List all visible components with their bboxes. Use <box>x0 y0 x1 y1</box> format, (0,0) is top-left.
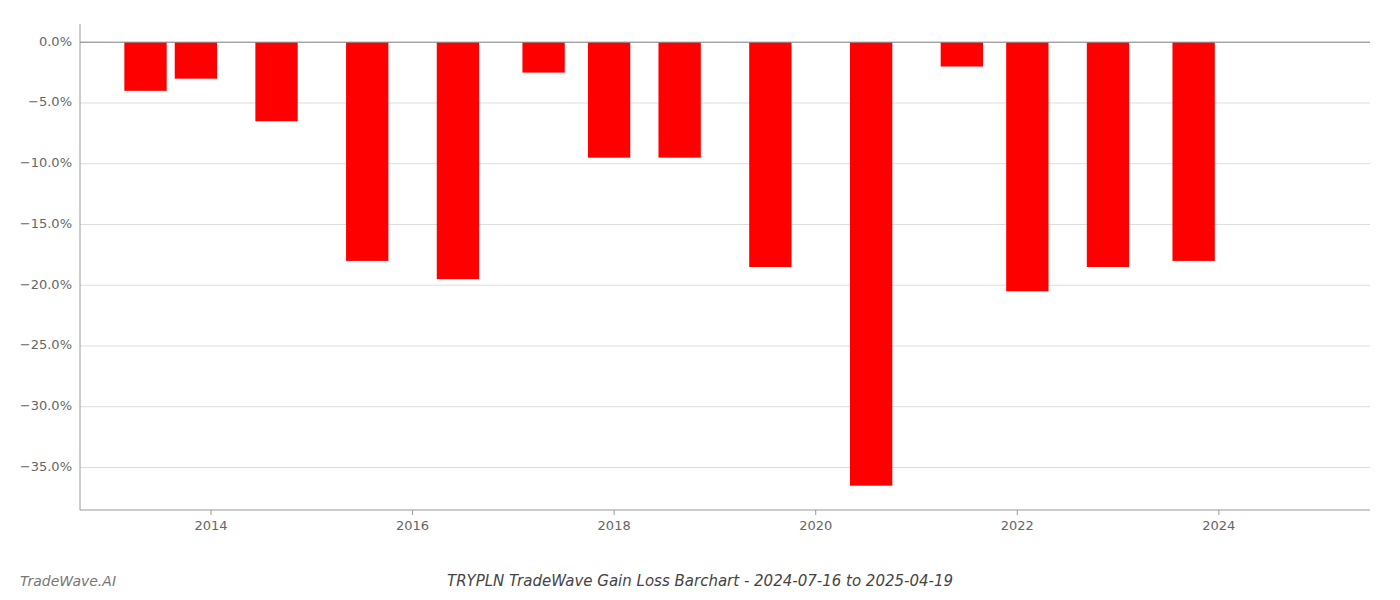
chart: 0.0% −5.0% −10.0% −15.0% −20.0% −25.0% −30.0% −… <box>0 0 1400 600</box>
bar <box>175 42 217 78</box>
grid-line <box>80 285 1370 286</box>
grid <box>80 42 1370 467</box>
y-tick-label: −10.0% <box>20 155 72 170</box>
y-tick-label: −30.0% <box>20 398 72 413</box>
bar <box>437 42 479 279</box>
x-tick <box>1218 510 1219 515</box>
x-tick <box>815 510 816 515</box>
bar <box>522 42 564 72</box>
bar <box>1006 42 1048 291</box>
bar <box>850 42 892 485</box>
y-axis-line <box>80 24 81 510</box>
x-tick <box>1017 510 1018 515</box>
x-tick-label: 2018 <box>598 518 631 533</box>
grid-line <box>80 467 1370 468</box>
title: TRYPLN TradeWave Gain Loss Barchart - 20… <box>447 572 953 590</box>
x-tick-label: 2016 <box>396 518 429 533</box>
x-axis-line <box>80 510 1370 511</box>
y-tick-label: −15.0% <box>20 216 72 231</box>
bar <box>941 42 983 66</box>
bar <box>588 42 630 157</box>
grid-line <box>80 42 1370 43</box>
bar <box>255 42 297 121</box>
grid-line <box>80 406 1370 407</box>
x-tick-label: 2014 <box>194 518 227 533</box>
bar <box>1087 42 1129 267</box>
x-tick <box>211 510 212 515</box>
bar <box>749 42 791 267</box>
x-tick <box>412 510 413 515</box>
bar <box>1172 42 1214 261</box>
x-tick <box>614 510 615 515</box>
grid-line <box>80 345 1370 346</box>
bar <box>124 42 166 91</box>
x-tick-label: 2024 <box>1202 518 1235 533</box>
y-tick-label: −35.0% <box>20 459 72 474</box>
y-tick-label: −20.0% <box>20 277 72 292</box>
x-tick-label: 2020 <box>799 518 832 533</box>
y-tick-label: −5.0% <box>28 94 72 109</box>
bars <box>124 42 1214 485</box>
x-tick-label: 2022 <box>1001 518 1034 533</box>
watermark: TradeWave.AI <box>20 573 116 589</box>
zero-line <box>80 42 1370 43</box>
y-tick-label: 0.0% <box>39 34 72 49</box>
bar <box>346 42 388 261</box>
bar <box>658 42 700 157</box>
y-tick-label: −25.0% <box>20 337 72 352</box>
